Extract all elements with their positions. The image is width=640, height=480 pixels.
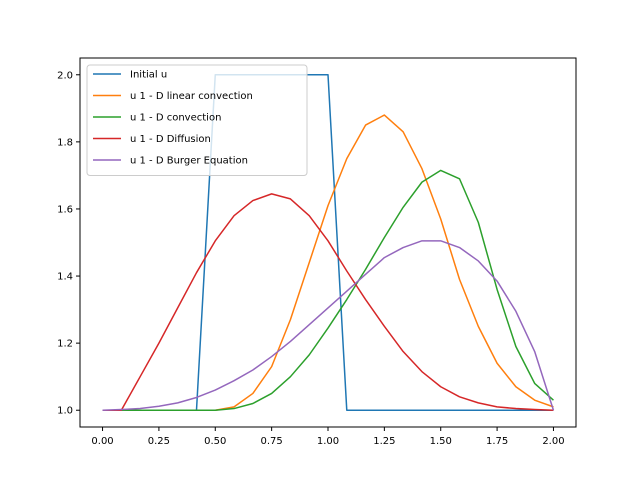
legend-label: u 1 - D convection (130, 113, 221, 124)
legend-label: u 1 - D Diffusion (130, 134, 211, 145)
x-tick-label: 2.00 (542, 436, 564, 447)
series-line-4 (102, 193, 554, 411)
x-tick-label: 1.00 (317, 436, 339, 447)
y-tick-label: 1.0 (57, 406, 73, 417)
axes-frame (79, 57, 577, 428)
x-tick-label: 1.75 (486, 436, 508, 447)
y-tick-label: 1.8 (57, 137, 73, 148)
legend: Initial u u 1 - D linear convection u 1 - … (86, 64, 308, 176)
x-tick-label: 0.50 (204, 436, 226, 447)
x-tick-label: 1.50 (430, 436, 452, 447)
series-line-3 (102, 169, 554, 411)
x-tick-label: 0.00 (91, 436, 113, 447)
legend-label: u 1 - D linear convection (130, 91, 253, 102)
legend-label: Initial u (130, 70, 167, 81)
plot-lines (102, 74, 555, 411)
legend-box (86, 64, 308, 176)
y-tick-label: 1.6 (57, 204, 73, 215)
series-line-5 (102, 240, 555, 411)
x-tick-label: 1.25 (373, 436, 395, 447)
legend-label: u 1 - D Burger Equation (130, 156, 248, 167)
y-tick-label: 1.2 (57, 339, 73, 350)
x-tick-label: 0.75 (261, 436, 283, 447)
axis-ticks: 0.00 0.25 0.50 0.75 1.00 1.25 1.50 1.75 2.00 1.0 1… (57, 70, 564, 447)
y-tick-label: 2.0 (57, 70, 73, 81)
y-tick-label: 1.4 (57, 272, 73, 283)
x-tick-label: 0.25 (148, 436, 170, 447)
